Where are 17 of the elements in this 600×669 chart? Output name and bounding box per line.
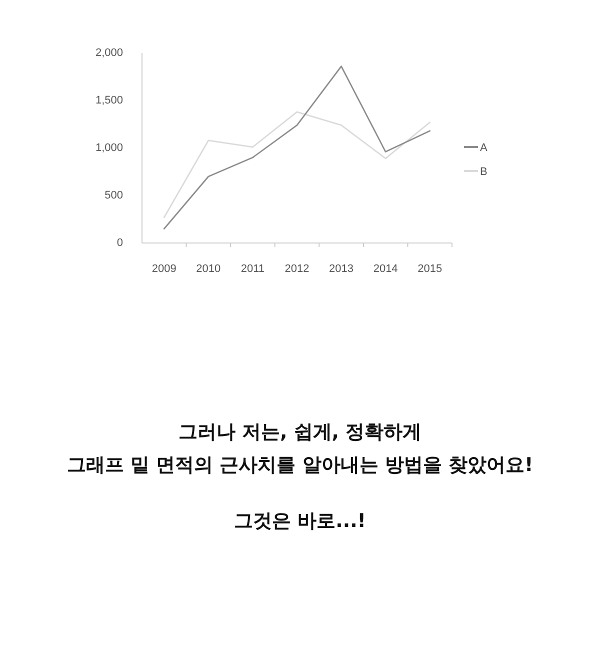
y-tick-label: 0 (116, 237, 123, 249)
x-tick-label: 2009 (152, 263, 176, 275)
y-tick-label: 1,500 (95, 94, 123, 106)
x-tick-label: 2010 (196, 263, 221, 275)
x-tick-label: 2011 (240, 263, 265, 275)
x-tick-label: 2014 (373, 263, 398, 275)
y-tick-label: 2,000 (95, 47, 123, 59)
text: 그래프 밑 면적의 근사치를 알아내는 방법을 찾았어요! (66, 454, 534, 476)
legend-label: A (480, 142, 488, 154)
text: 그러나 저는, 쉽게, 정확하게 (178, 421, 422, 443)
x-tick-label: 2012 (284, 263, 310, 275)
legend-label: B (480, 166, 488, 178)
text: 그것은 바로...! (234, 510, 366, 532)
x-tick-label: 2013 (329, 263, 354, 275)
y-tick-label: 500 (104, 190, 123, 202)
y-tick-label: 1,000 (95, 142, 123, 154)
x-tick-label: 2015 (418, 263, 442, 275)
